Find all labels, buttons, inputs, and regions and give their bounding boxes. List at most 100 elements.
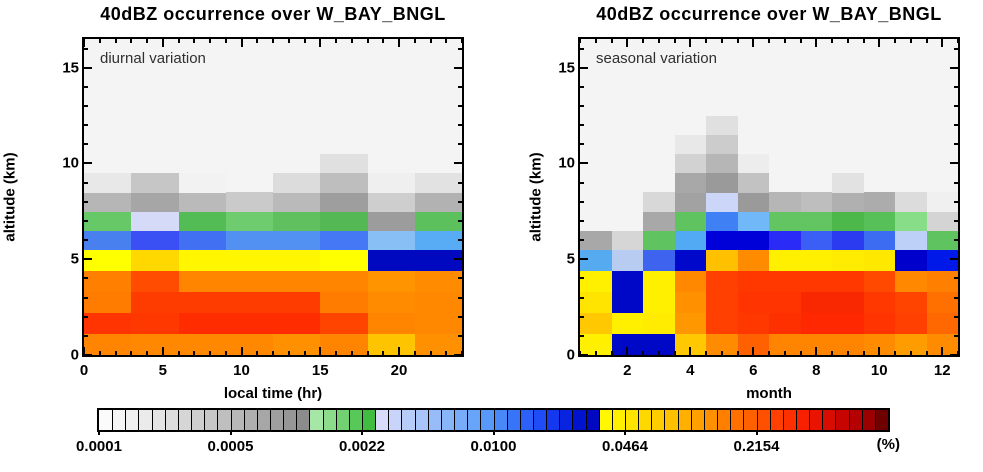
heatmap-cell <box>273 249 321 272</box>
heatmap-cell <box>84 333 132 356</box>
heatmap-cell <box>895 270 927 293</box>
heatmap-cell <box>674 249 707 272</box>
axis-tick <box>957 39 959 43</box>
colorbar-separator <box>454 410 456 430</box>
heatmap-cell <box>225 312 274 335</box>
axis-tick <box>454 66 462 69</box>
axis-tick <box>458 105 462 108</box>
axis-tick <box>84 315 88 318</box>
heatmap-cell <box>737 153 770 174</box>
colorbar-separator <box>743 410 745 430</box>
heatmap-cell <box>273 333 321 356</box>
axis-tick <box>752 39 755 47</box>
axis-tick <box>177 39 180 43</box>
colorbar-separator <box>861 410 863 430</box>
axis-tick <box>736 39 739 43</box>
heatmap-cell <box>84 192 132 212</box>
y-tick-label: 0 <box>70 346 79 364</box>
colorbar-cell <box>269 410 284 430</box>
heatmap-cell <box>926 249 959 272</box>
axis-tick <box>84 258 92 261</box>
heatmap-cell <box>178 291 227 314</box>
axis-tick <box>458 181 462 184</box>
colorbar-cell <box>414 410 429 430</box>
axis-tick <box>580 219 584 222</box>
heatmap-cell <box>926 333 959 356</box>
colorbar-tick <box>624 430 626 435</box>
colorbar-cell <box>532 410 547 430</box>
axis-tick <box>705 351 707 355</box>
axis-tick <box>610 351 613 355</box>
axis-tick <box>84 162 92 165</box>
colorbar-cell <box>296 410 310 430</box>
heatmap-cell <box>414 249 463 272</box>
y-tick-label: 0 <box>566 346 575 364</box>
axis-tick <box>209 351 211 355</box>
y-tick-label: 10 <box>558 154 575 172</box>
colorbar-separator <box>703 410 705 430</box>
heatmap-cell <box>863 291 896 314</box>
heatmap-cell <box>225 291 274 314</box>
axis-tick <box>445 39 448 43</box>
heatmap-cell <box>769 230 801 251</box>
colorbar-cell <box>572 410 586 430</box>
axis-tick <box>458 47 462 50</box>
heatmap-cell <box>580 333 612 356</box>
heatmap-cell <box>769 312 801 335</box>
axis-tick <box>382 351 385 355</box>
colorbar-cell <box>848 410 863 430</box>
heatmap-cell <box>367 333 416 356</box>
heatmap-cell <box>674 173 707 193</box>
axis-tick <box>240 347 243 355</box>
axis-tick <box>580 354 588 356</box>
heatmap-cell <box>320 211 368 231</box>
colorbar-cell <box>112 410 126 430</box>
axis-tick <box>458 219 462 222</box>
colorbar-separator <box>519 410 521 430</box>
heatmap-cell <box>320 291 368 314</box>
heatmap-cell <box>643 312 675 335</box>
colorbar-cell <box>125 410 139 430</box>
axis-tick <box>957 351 959 355</box>
colorbar-separator <box>283 410 285 430</box>
heatmap-cell <box>706 211 738 231</box>
heatmap-cell <box>273 312 321 335</box>
colorbar-separator <box>625 410 626 430</box>
heatmap-cell <box>367 291 416 314</box>
heatmap-cell <box>131 291 179 314</box>
colorbar-separator <box>362 410 363 430</box>
axis-tick <box>736 351 739 355</box>
colorbar-separator <box>795 410 797 430</box>
axis-tick <box>98 39 101 43</box>
axis-tick <box>84 219 88 222</box>
heatmap-cell <box>737 270 770 293</box>
heatmap-cell <box>178 192 227 212</box>
axis-tick <box>799 351 802 355</box>
heatmap-cell <box>367 230 416 251</box>
axis-tick <box>319 39 322 47</box>
axis-tick <box>768 39 770 43</box>
axis-tick <box>458 334 462 337</box>
colorbar-tick <box>755 430 758 435</box>
colorbar-cell <box>309 410 323 430</box>
axis-tick <box>366 39 369 43</box>
heatmap-cell <box>178 270 227 293</box>
axis-tick <box>925 351 928 355</box>
colorbar-separator <box>572 410 574 430</box>
colorbar-tick-label: 0.0100 <box>470 438 517 455</box>
heatmap-cell <box>414 270 463 293</box>
colorbar-tick <box>229 430 232 435</box>
colorbar-cell <box>99 410 113 430</box>
colorbar-tick <box>98 430 100 435</box>
y-axis-label: altitude (km) <box>1 152 19 242</box>
heatmap-cell <box>178 211 227 231</box>
heatmap-cell <box>737 333 770 356</box>
heatmap-cell <box>926 230 959 251</box>
heatmap-cell <box>769 270 801 293</box>
heatmap-cell <box>580 270 612 293</box>
colorbar-separator <box>585 410 587 430</box>
y-tick-label: 15 <box>62 59 79 77</box>
x-axis-label: local time (hr) <box>223 385 323 402</box>
heatmap-cell <box>769 192 801 212</box>
heatmap-cell <box>178 333 227 356</box>
